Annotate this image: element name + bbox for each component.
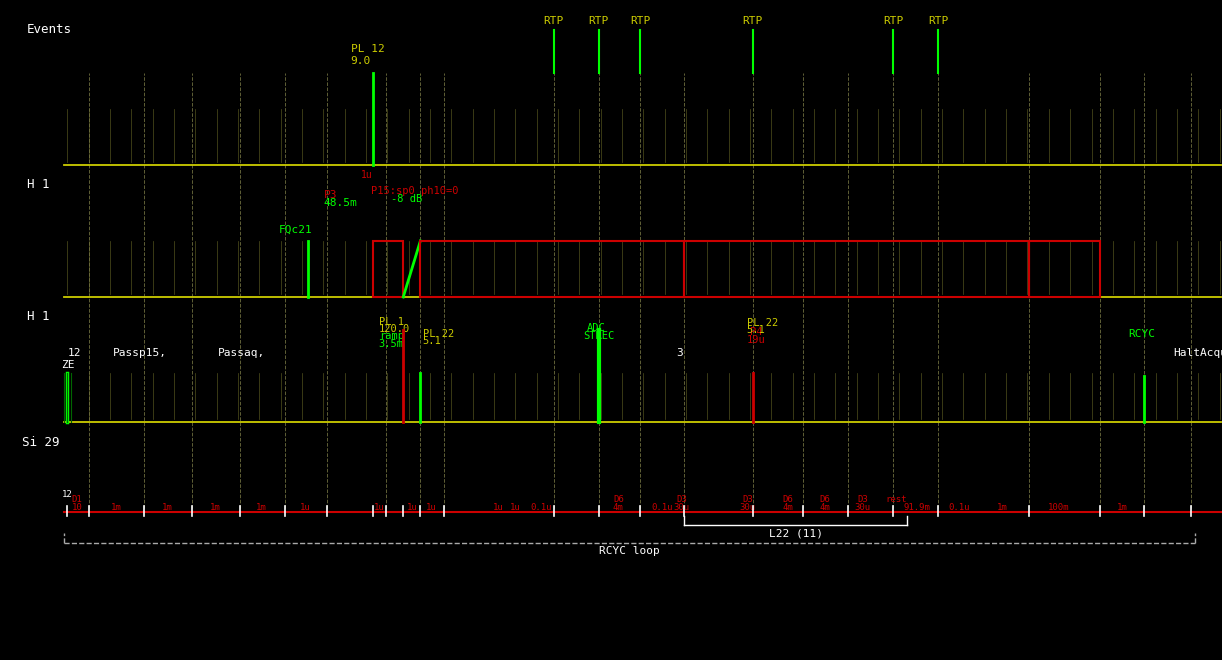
Text: FQc21: FQc21 — [279, 224, 313, 234]
Text: STREC: STREC — [583, 331, 615, 341]
Text: 12: 12 — [62, 490, 72, 499]
Text: 1u: 1u — [360, 170, 373, 180]
Text: 100m: 100m — [1047, 503, 1069, 512]
Text: PL 12
9.0: PL 12 9.0 — [351, 44, 385, 66]
Text: D6: D6 — [613, 495, 623, 504]
Text: RCYC loop: RCYC loop — [599, 546, 660, 556]
Text: 48.5m: 48.5m — [324, 198, 358, 208]
Text: 1m: 1m — [111, 503, 121, 512]
Text: PL 22: PL 22 — [423, 329, 455, 339]
Text: 0.1u: 0.1u — [651, 503, 673, 512]
Text: PL 22: PL 22 — [747, 318, 778, 328]
Text: RTP: RTP — [743, 16, 763, 26]
Text: P4: P4 — [750, 327, 763, 337]
Text: D3: D3 — [858, 495, 868, 504]
Text: -8 dB: -8 dB — [391, 194, 423, 204]
Text: 120.0: 120.0 — [379, 324, 411, 334]
Text: 1u: 1u — [374, 503, 384, 512]
Text: 1m: 1m — [163, 503, 172, 512]
Text: 0.1u: 0.1u — [948, 503, 970, 512]
Text: 1m: 1m — [210, 503, 220, 512]
Text: 1m: 1m — [1117, 503, 1127, 512]
Text: H 1: H 1 — [27, 178, 49, 191]
Bar — [420, 241, 684, 297]
Text: 1m: 1m — [257, 503, 266, 512]
Text: Passaq,: Passaq, — [218, 348, 265, 358]
Text: 12: 12 — [67, 348, 81, 358]
Text: 3.5m: 3.5m — [379, 339, 403, 348]
Text: Events: Events — [27, 23, 72, 36]
Text: 1m: 1m — [997, 503, 1007, 512]
Text: RCYC: RCYC — [1128, 329, 1155, 339]
Text: PL 1: PL 1 — [379, 317, 403, 327]
Text: 30u: 30u — [739, 503, 756, 512]
Text: Passp15,: Passp15, — [112, 348, 166, 358]
Text: RTP: RTP — [544, 16, 563, 26]
Text: 30u: 30u — [854, 503, 871, 512]
Text: 4m: 4m — [820, 503, 830, 512]
Text: P3: P3 — [324, 190, 337, 200]
Text: 4m: 4m — [613, 503, 623, 512]
Text: P15:sp0 ph10=0: P15:sp0 ph10=0 — [371, 186, 459, 196]
Text: D6: D6 — [820, 495, 830, 504]
Text: 19u: 19u — [747, 335, 765, 345]
Text: 1u: 1u — [426, 503, 436, 512]
Text: D3: D3 — [743, 495, 753, 504]
Text: ADC: ADC — [587, 323, 605, 333]
Text: HaltAcqu,: HaltAcqu, — [1173, 348, 1222, 358]
Text: 4m: 4m — [783, 503, 793, 512]
Text: 1u: 1u — [511, 503, 521, 512]
Text: ramp: ramp — [379, 331, 403, 341]
Text: 30u: 30u — [673, 503, 690, 512]
Text: 1u: 1u — [494, 503, 503, 512]
Text: RTP: RTP — [929, 16, 948, 26]
Text: D3: D3 — [677, 495, 687, 504]
Text: 91.9m: 91.9m — [903, 503, 930, 512]
Text: D1: D1 — [72, 495, 82, 504]
Text: 3: 3 — [676, 348, 683, 358]
Bar — [373, 241, 403, 297]
Text: rest: rest — [885, 495, 907, 504]
Text: RTP: RTP — [589, 16, 609, 26]
Text: 0.1u: 0.1u — [530, 503, 552, 512]
Text: L22 (11): L22 (11) — [769, 529, 822, 539]
Text: RTP: RTP — [884, 16, 903, 26]
Text: ZE: ZE — [61, 360, 75, 370]
Text: 1u: 1u — [301, 503, 310, 512]
Text: 10: 10 — [72, 503, 82, 512]
Text: 5.1: 5.1 — [423, 336, 441, 346]
Text: RTP: RTP — [631, 16, 650, 26]
Bar — [1029, 241, 1100, 297]
Text: Si 29: Si 29 — [22, 436, 60, 449]
Text: 1u: 1u — [407, 503, 417, 512]
Text: H 1: H 1 — [27, 310, 49, 323]
Text: D6: D6 — [783, 495, 793, 504]
Text: 5.1: 5.1 — [747, 325, 765, 335]
Bar — [684, 241, 1029, 297]
